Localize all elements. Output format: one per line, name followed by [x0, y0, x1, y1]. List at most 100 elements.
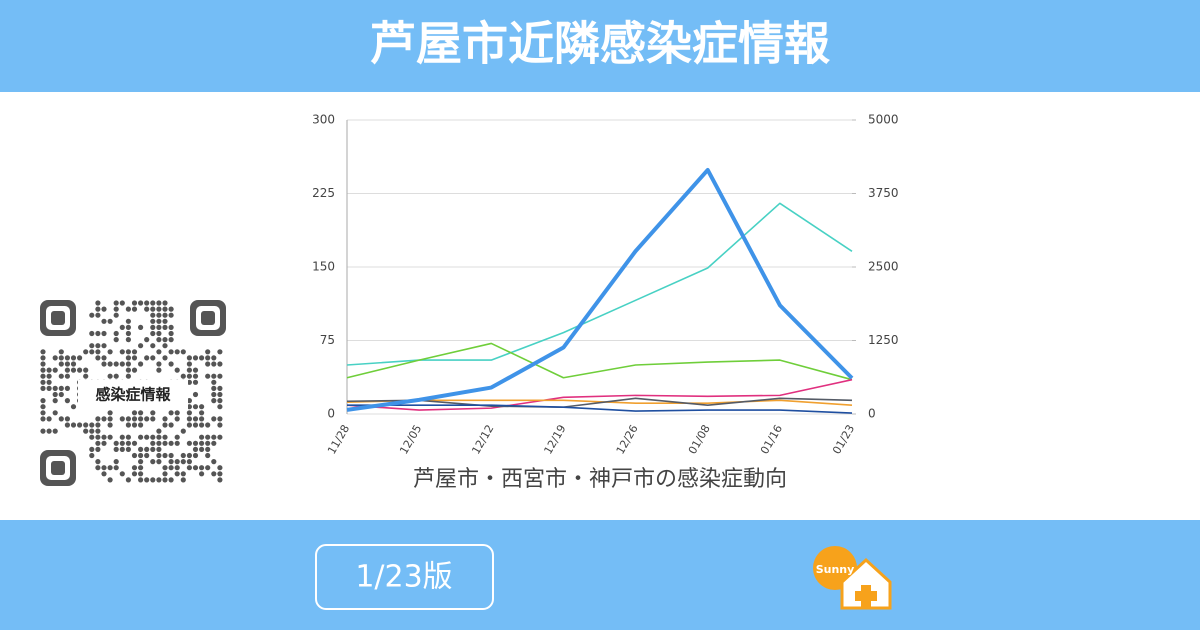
x-tick-label: 01/08: [686, 423, 713, 457]
qr-dot: [192, 446, 199, 452]
edition-box: [315, 544, 494, 610]
qr-dot: [174, 367, 180, 373]
qr-dot: [205, 361, 211, 367]
qr-dot: [46, 379, 52, 385]
qr-dot: [125, 440, 131, 446]
qr-dot: [107, 434, 113, 440]
qr-dot: [199, 471, 205, 477]
qr-dot: [131, 452, 138, 459]
qr-dot: [46, 385, 52, 391]
qr-dot: [156, 428, 162, 434]
qr-dot: [217, 422, 223, 428]
qr-dot: [199, 410, 205, 416]
qr-dot: [138, 300, 144, 306]
qr-dot: [174, 434, 180, 440]
qr-dot: [58, 361, 64, 367]
qr-dot: [40, 404, 46, 410]
qr-dot: [125, 306, 131, 312]
qr-dot: [174, 440, 180, 446]
qr-dot: [101, 355, 107, 361]
chart-title: 芦屋市・西宮市・神戸市の感染症動向: [413, 467, 787, 492]
qr-dot: [95, 312, 101, 318]
qr-dot: [89, 330, 95, 337]
qr-dot: [162, 337, 168, 343]
qr-dot: [192, 452, 199, 459]
qr-dot: [156, 312, 162, 318]
series-line: [346, 397, 853, 408]
qr-dot: [52, 410, 58, 416]
qr-dot: [162, 434, 168, 440]
qr-dot: [70, 422, 77, 428]
qr-dot: [162, 422, 168, 428]
qr-dot: [113, 300, 119, 306]
qr-dot: [186, 379, 192, 385]
qr-dot: [138, 343, 144, 349]
qr-dot: [186, 422, 192, 428]
qr-dot: [138, 477, 144, 483]
qr-dot: [58, 385, 64, 391]
header-band: [0, 0, 1200, 92]
qr-dot: [70, 361, 77, 367]
series-line: [347, 404, 853, 414]
qr-dot: [107, 422, 113, 428]
qr-dot: [144, 452, 150, 459]
x-tick-label: 11/28: [325, 423, 352, 457]
qr-dot: [150, 324, 156, 330]
qr-dot: [119, 300, 125, 306]
qr-dot: [156, 446, 162, 452]
qr-dot: [162, 465, 168, 471]
qr-dot: [119, 440, 125, 446]
qr-dot: [46, 367, 52, 373]
qr-dot: [211, 373, 217, 379]
qr-dot: [199, 440, 205, 446]
qr-dot: [83, 428, 89, 434]
qr-dot: [101, 343, 107, 349]
qr-dot: [217, 361, 223, 367]
qr-dot: [211, 440, 217, 446]
qr-dot: [186, 361, 192, 367]
qr-dot: [150, 434, 156, 440]
qr-dot: [101, 361, 107, 367]
qr-dot: [52, 428, 58, 434]
qr-dot: [211, 434, 217, 440]
qr-dot: [64, 361, 70, 367]
qr-dot: [83, 422, 89, 428]
qr-dot: [95, 416, 101, 422]
qr-dot: [107, 416, 113, 422]
footer-band: [0, 520, 1200, 630]
qr-dot: [89, 312, 95, 318]
qr-dot: [205, 355, 211, 361]
qr-dot: [192, 440, 199, 446]
qr-finder-core: [51, 461, 65, 475]
qr-dot: [95, 330, 101, 337]
qr-dot: [101, 330, 107, 337]
qr-dot: [199, 434, 205, 440]
qr-dot: [101, 306, 107, 312]
logo-text: Sunny: [816, 563, 855, 576]
qr-dot: [138, 471, 144, 477]
y2-tick-label: 3750: [868, 186, 899, 200]
qr-dot: [83, 367, 89, 373]
qr-dot: [156, 306, 162, 312]
qr-dot: [174, 416, 180, 422]
qr-dot: [192, 367, 199, 373]
qr-dot: [40, 367, 46, 373]
qr-dot: [144, 337, 150, 343]
series-line: [346, 167, 854, 412]
qr-dot: [107, 349, 113, 355]
qr-dot: [162, 312, 168, 318]
x-tick-label: 12/26: [614, 423, 641, 457]
qr-dot: [58, 349, 64, 355]
qr-dot: [150, 306, 156, 312]
qr-dot: [58, 416, 64, 422]
qr-dot: [125, 446, 131, 452]
qr-dot: [40, 361, 46, 367]
qr-dot: [205, 434, 211, 440]
qr-dot: [52, 398, 58, 404]
qr-dot: [95, 465, 101, 471]
qr-dot: [217, 404, 223, 410]
qr-dot: [101, 416, 107, 422]
qr-dot: [199, 465, 205, 471]
series-line: [346, 202, 853, 366]
